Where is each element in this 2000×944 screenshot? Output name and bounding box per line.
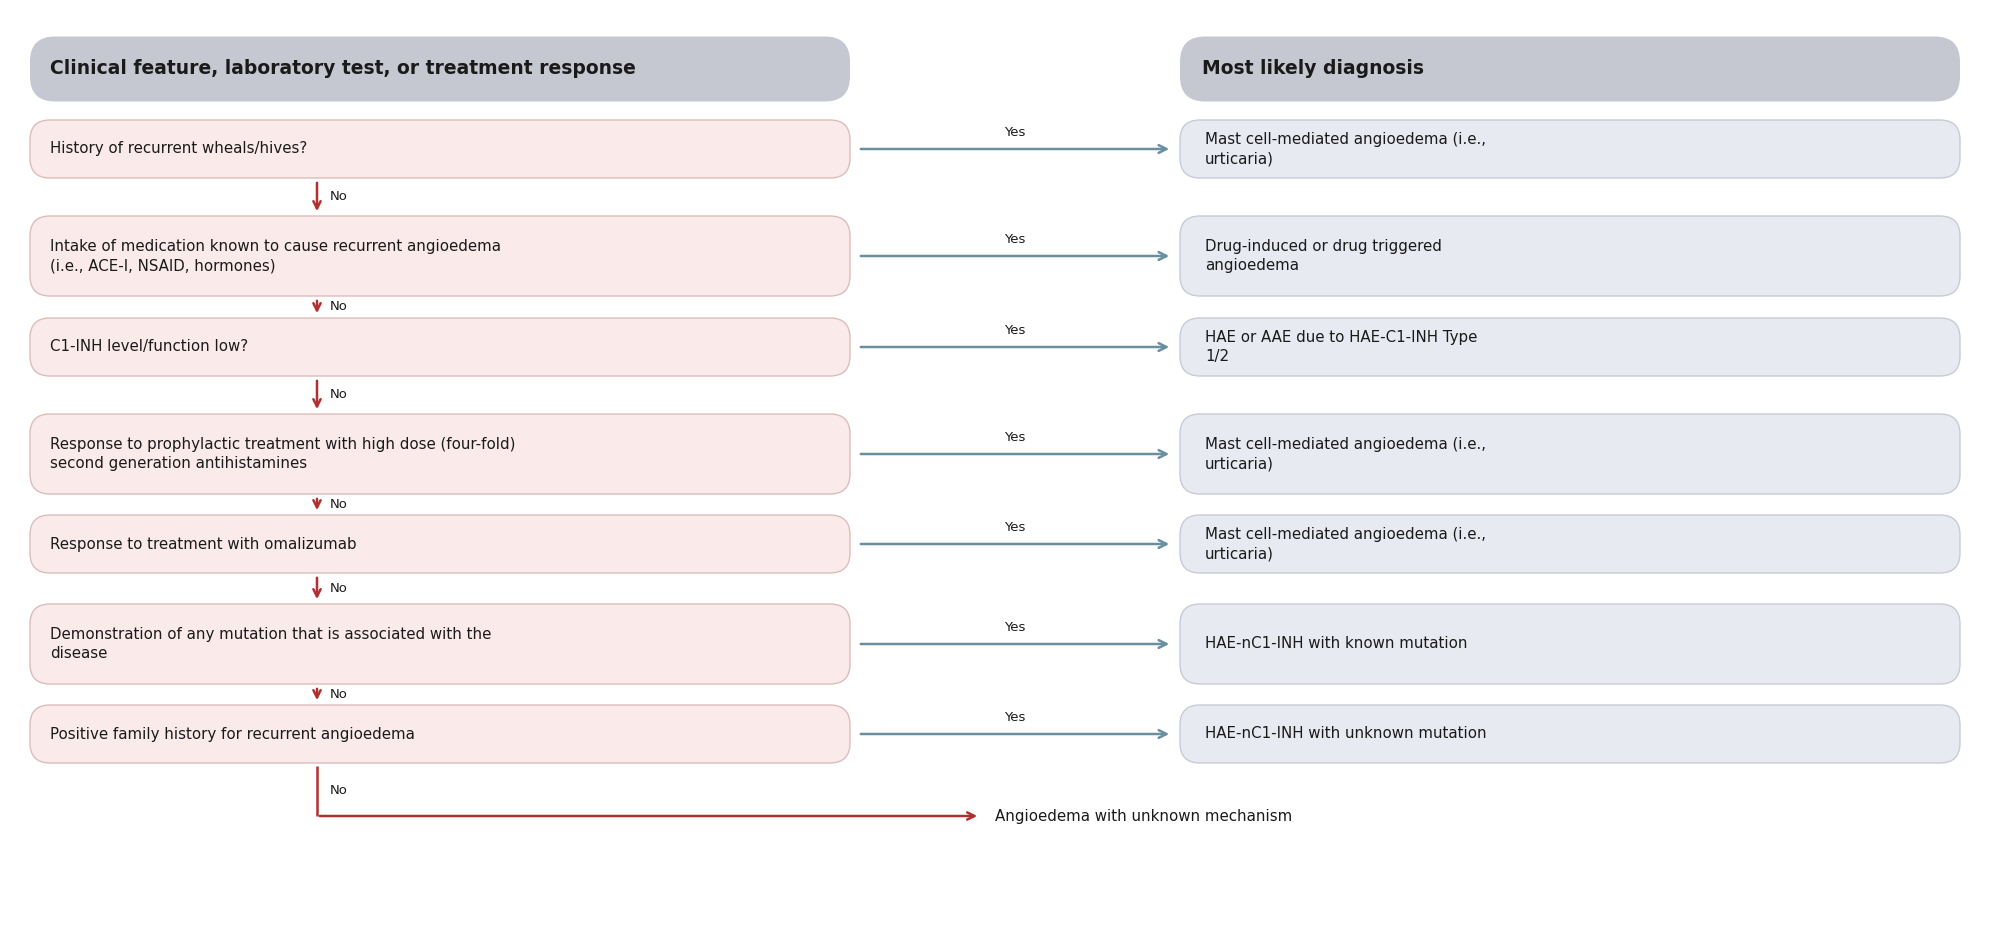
FancyBboxPatch shape — [30, 515, 850, 573]
Text: Demonstration of any mutation that is associated with the
disease: Demonstration of any mutation that is as… — [50, 627, 492, 662]
Text: Mast cell-mediated angioedema (i.e.,
urticaria): Mast cell-mediated angioedema (i.e., urt… — [1204, 131, 1486, 166]
Text: Yes: Yes — [1004, 711, 1026, 724]
Text: No: No — [330, 300, 348, 313]
FancyBboxPatch shape — [1180, 515, 1960, 573]
FancyBboxPatch shape — [1180, 216, 1960, 296]
FancyBboxPatch shape — [30, 37, 850, 102]
Text: HAE-nC1-INH with unknown mutation: HAE-nC1-INH with unknown mutation — [1204, 727, 1486, 741]
FancyBboxPatch shape — [30, 414, 850, 494]
Text: Yes: Yes — [1004, 126, 1026, 139]
FancyBboxPatch shape — [30, 705, 850, 763]
Text: No: No — [330, 191, 348, 204]
FancyBboxPatch shape — [30, 216, 850, 296]
FancyBboxPatch shape — [30, 120, 850, 178]
FancyBboxPatch shape — [1180, 604, 1960, 684]
FancyBboxPatch shape — [30, 604, 850, 684]
Text: Clinical feature, laboratory test, or treatment response: Clinical feature, laboratory test, or tr… — [50, 59, 636, 78]
Text: Mast cell-mediated angioedema (i.e.,
urticaria): Mast cell-mediated angioedema (i.e., urt… — [1204, 436, 1486, 471]
Text: Intake of medication known to cause recurrent angioedema
(i.e., ACE-I, NSAID, ho: Intake of medication known to cause recu… — [50, 239, 500, 274]
Text: C1-INH level/function low?: C1-INH level/function low? — [50, 340, 248, 355]
FancyBboxPatch shape — [1180, 120, 1960, 178]
FancyBboxPatch shape — [30, 318, 850, 376]
Text: No: No — [330, 389, 348, 401]
Text: Yes: Yes — [1004, 324, 1026, 337]
Text: History of recurrent wheals/hives?: History of recurrent wheals/hives? — [50, 142, 308, 157]
Text: Positive family history for recurrent angioedema: Positive family history for recurrent an… — [50, 727, 414, 741]
Text: HAE or AAE due to HAE-C1-INH Type
1/2: HAE or AAE due to HAE-C1-INH Type 1/2 — [1204, 329, 1478, 364]
Text: Drug-induced or drug triggered
angioedema: Drug-induced or drug triggered angioedem… — [1204, 239, 1442, 274]
Text: HAE-nC1-INH with known mutation: HAE-nC1-INH with known mutation — [1204, 636, 1468, 651]
Text: Response to prophylactic treatment with high dose (four-fold)
second generation : Response to prophylactic treatment with … — [50, 436, 516, 471]
Text: No: No — [330, 498, 348, 511]
Text: Yes: Yes — [1004, 233, 1026, 246]
FancyBboxPatch shape — [1180, 37, 1960, 102]
Text: Yes: Yes — [1004, 521, 1026, 534]
Text: No: No — [330, 784, 348, 798]
FancyBboxPatch shape — [1180, 705, 1960, 763]
Text: Angioedema with unknown mechanism: Angioedema with unknown mechanism — [996, 808, 1292, 823]
Text: Yes: Yes — [1004, 431, 1026, 444]
Text: Most likely diagnosis: Most likely diagnosis — [1202, 59, 1424, 78]
Text: Yes: Yes — [1004, 621, 1026, 634]
FancyBboxPatch shape — [1180, 414, 1960, 494]
Text: Response to treatment with omalizumab: Response to treatment with omalizumab — [50, 536, 356, 551]
Text: No: No — [330, 688, 348, 701]
Text: Mast cell-mediated angioedema (i.e.,
urticaria): Mast cell-mediated angioedema (i.e., urt… — [1204, 527, 1486, 562]
FancyBboxPatch shape — [1180, 318, 1960, 376]
Text: No: No — [330, 582, 348, 595]
